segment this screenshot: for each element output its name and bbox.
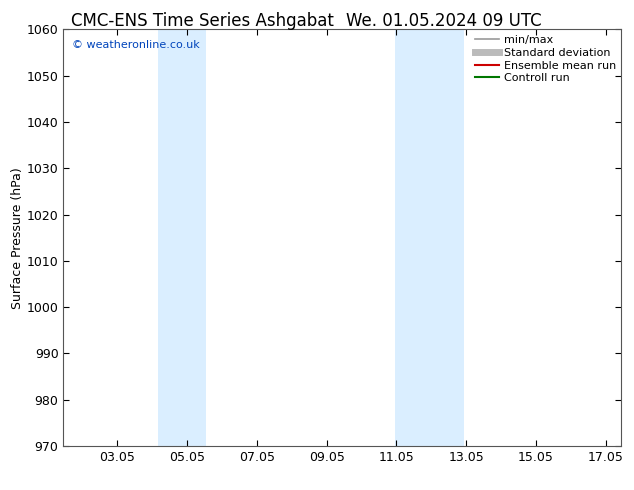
Y-axis label: Surface Pressure (hPa): Surface Pressure (hPa): [11, 167, 24, 309]
Text: © weatheronline.co.uk: © weatheronline.co.uk: [72, 40, 200, 50]
Legend: min/max, Standard deviation, Ensemble mean run, Controll run: min/max, Standard deviation, Ensemble me…: [472, 33, 618, 86]
Text: We. 01.05.2024 09 UTC: We. 01.05.2024 09 UTC: [346, 12, 541, 30]
Bar: [394, 29, 464, 446]
Bar: [158, 29, 207, 446]
Text: CMC-ENS Time Series Ashgabat: CMC-ENS Time Series Ashgabat: [72, 12, 334, 30]
